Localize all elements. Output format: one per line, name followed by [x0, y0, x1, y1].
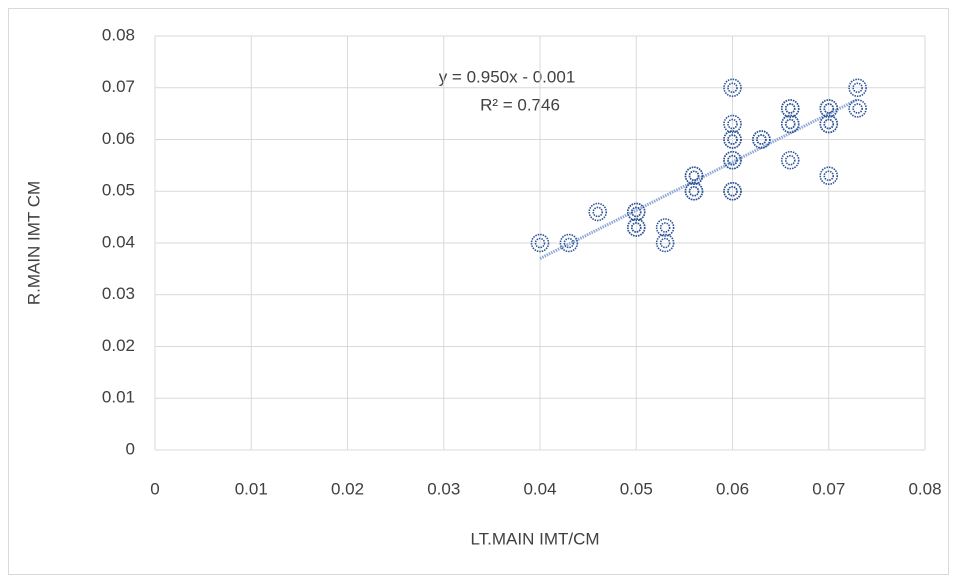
x-tick-label: 0.03	[427, 479, 460, 498]
point-outer	[780, 114, 800, 134]
point-outer	[559, 233, 579, 253]
point-inner	[823, 118, 835, 130]
point	[655, 233, 675, 253]
point-inner	[823, 170, 835, 182]
point-inner	[563, 237, 575, 249]
point-outer	[723, 114, 742, 134]
point-inner	[823, 103, 835, 114]
point	[819, 166, 839, 186]
point-inner	[756, 134, 767, 145]
x-tick-label: 0.04	[523, 479, 556, 498]
y-tick-label: 0	[126, 439, 135, 458]
point-inner	[630, 222, 642, 233]
point-outer	[723, 150, 742, 170]
point-inner	[727, 185, 738, 197]
point	[559, 233, 579, 253]
point-inner	[727, 134, 738, 145]
point-outer	[684, 166, 704, 186]
x-tick-label: 0.02	[331, 479, 364, 498]
point-outer	[655, 233, 675, 253]
point-inner	[630, 206, 642, 218]
r-squared: R² = 0.746	[480, 95, 560, 114]
point-inner	[784, 103, 796, 114]
point	[819, 114, 839, 134]
point-outer	[819, 99, 839, 118]
point	[684, 166, 704, 186]
point	[530, 233, 550, 253]
point-outer	[848, 78, 867, 98]
y-axis-title: R.MAIN IMT CM	[24, 181, 43, 305]
point-outer	[723, 78, 742, 98]
trendline-equation: y = 0.950x - 0.001	[439, 67, 576, 86]
point	[723, 181, 742, 201]
point-inner	[784, 118, 796, 130]
chart-frame	[8, 8, 949, 575]
point-inner	[727, 154, 738, 166]
point-inner	[852, 82, 863, 94]
x-tick-label: 0.01	[235, 479, 268, 498]
point	[723, 78, 742, 98]
point-outer	[588, 202, 608, 222]
point-inner	[852, 103, 863, 114]
point-inner	[688, 185, 700, 197]
point	[684, 181, 704, 201]
point-outer	[848, 99, 867, 118]
x-tick-label: 0.08	[908, 479, 941, 498]
x-tick-label: 0.05	[620, 479, 653, 498]
point-outer	[723, 181, 742, 201]
x-tick-label: 0	[150, 479, 159, 498]
point-inner	[534, 237, 546, 249]
y-tick-label: 0.02	[102, 336, 135, 355]
point	[655, 218, 675, 237]
point-outer	[780, 150, 800, 170]
x-tick-label: 0.06	[716, 479, 749, 498]
point-outer	[752, 130, 771, 149]
point-inner	[592, 206, 604, 218]
point-outer	[780, 99, 800, 118]
point-outer	[530, 233, 550, 253]
point-inner	[727, 82, 738, 94]
point-inner	[688, 170, 700, 182]
point	[848, 99, 867, 118]
y-tick-label: 0.07	[102, 77, 135, 96]
point	[723, 130, 742, 149]
point-outer	[655, 218, 675, 237]
point-inner	[784, 154, 796, 166]
point	[626, 202, 646, 222]
point	[752, 130, 771, 149]
point-inner	[659, 237, 671, 249]
point-inner	[659, 222, 671, 233]
point	[819, 99, 839, 118]
y-tick-label: 0.06	[102, 129, 135, 148]
y-tick-label: 0.05	[102, 181, 135, 200]
point	[780, 150, 800, 170]
point	[848, 78, 867, 98]
point	[723, 114, 742, 134]
y-tick-label: 0.01	[102, 388, 135, 407]
point-outer	[819, 114, 839, 134]
point	[723, 150, 742, 170]
x-tick-label: 0.07	[812, 479, 845, 498]
point	[588, 202, 608, 222]
point-outer	[819, 166, 839, 186]
point	[780, 99, 800, 118]
x-axis-title: LT.MAIN IMT/CM	[470, 529, 599, 548]
point	[626, 218, 646, 237]
y-tick-label: 0.03	[102, 284, 135, 303]
point	[780, 114, 800, 134]
point-outer	[723, 130, 742, 149]
point-outer	[626, 218, 646, 237]
point-outer	[626, 202, 646, 222]
y-tick-label: 0.04	[102, 232, 135, 251]
point-outer	[684, 181, 704, 201]
point-inner	[727, 118, 738, 130]
trendline	[539, 98, 859, 260]
y-tick-label: 0.08	[102, 25, 135, 44]
